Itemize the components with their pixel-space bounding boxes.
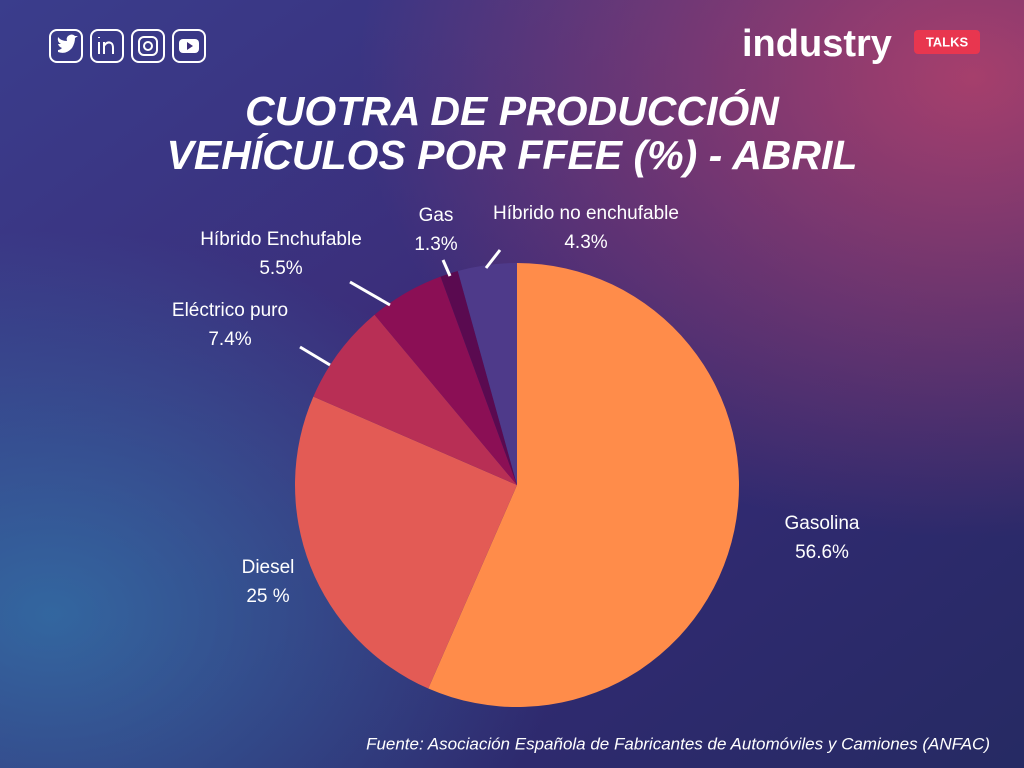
leader-line [484, 249, 502, 269]
pie-slice [440, 271, 517, 485]
linkedin-icon[interactable] [90, 29, 124, 63]
slice-value-label: 1.3% [414, 234, 457, 255]
slice-value-label: 7.4% [208, 329, 251, 350]
chart-title: CUOTRA DE PRODUCCIÓN [245, 88, 780, 134]
instagram-glyph [138, 36, 158, 56]
leader-line [441, 259, 452, 277]
linkedin-glyph [98, 37, 114, 54]
youtube-icon[interactable] [172, 29, 206, 63]
instagram-glyph [143, 41, 153, 51]
slice-label: Eléctrico puro [172, 300, 288, 321]
brand-tag-box [914, 30, 980, 54]
instagram-icon[interactable] [131, 29, 165, 63]
slice-value-label: 56.6% [795, 542, 849, 563]
twitter-glyph [57, 34, 78, 53]
chart-title: VEHÍCULOS POR FFEE (%) - ABRIL [167, 132, 858, 178]
pie-slice [428, 263, 739, 708]
brand-tag: TALKS [926, 34, 969, 49]
twitter-icon[interactable] [49, 29, 83, 63]
leader-line [349, 280, 391, 307]
slice-label: Gas [419, 205, 454, 226]
pie-slice [313, 314, 517, 485]
slice-label: Gasolina [785, 513, 860, 534]
pie-slice [374, 276, 517, 485]
leader-line [299, 345, 331, 367]
brand-name: industry [742, 23, 892, 65]
pie-slice [295, 396, 517, 689]
slice-value-label: 4.3% [564, 232, 607, 253]
source-note: Fuente: Asociación Española de Fabricant… [366, 734, 990, 753]
slice-label: Diesel [242, 557, 295, 578]
youtube-glyph [187, 42, 193, 50]
slice-label: Híbrido Enchufable [200, 229, 362, 250]
slice-label: Híbrido no enchufable [493, 203, 679, 224]
slice-value-label: 25 % [246, 586, 289, 607]
social-icons [49, 29, 206, 63]
slice-value-label: 5.5% [259, 258, 302, 279]
pie-slice [457, 263, 517, 485]
